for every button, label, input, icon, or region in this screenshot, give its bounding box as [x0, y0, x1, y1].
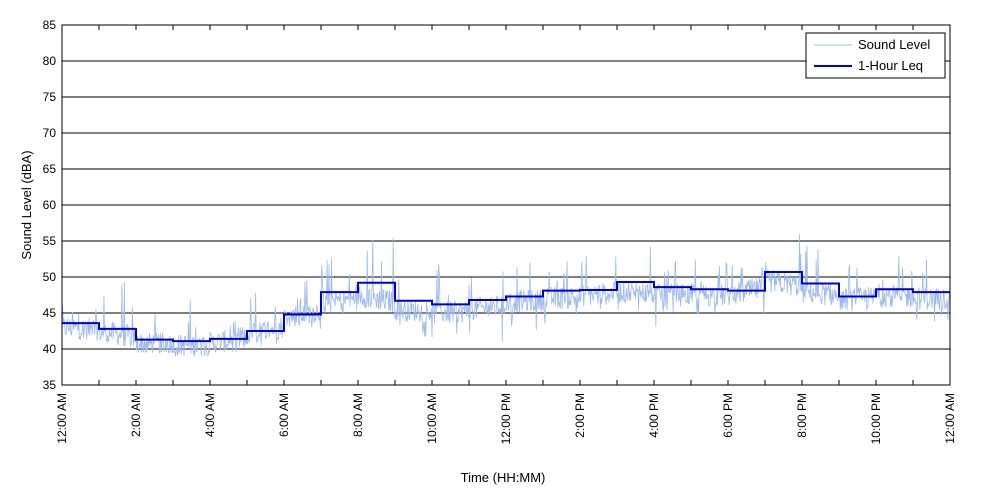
gridlines [62, 60, 950, 350]
leq-step-line [62, 270, 950, 343]
sound-level-series [61, 234, 951, 357]
x-tick-label: 12:00 AM [55, 393, 69, 444]
x-tick-label: 12:00 AM [943, 393, 957, 444]
x-axis-title: Time (HH:MM) [461, 470, 546, 485]
leq-series [62, 270, 950, 343]
x-tick-label: 6:00 AM [277, 393, 291, 437]
x-tick-label: 8:00 AM [351, 393, 365, 437]
legend: Sound Level 1-Hour Leq [805, 32, 946, 79]
legend-label-sound-level: Sound Level [858, 37, 930, 52]
sound-level-line [61, 234, 951, 357]
y-tick-label: 40 [43, 342, 57, 356]
y-tick-label: 45 [43, 306, 57, 320]
x-tick-label: 10:00 AM [425, 393, 439, 444]
y-tick-label: 50 [43, 270, 57, 284]
y-tick-label: 75 [43, 90, 57, 104]
y-tick-label: 60 [43, 198, 57, 212]
y-tick-label: 70 [43, 126, 57, 140]
x-tick-label: 4:00 PM [647, 393, 661, 438]
x-tick-label: 2:00 AM [129, 393, 143, 437]
x-tick-label: 2:00 PM [573, 393, 587, 438]
y-tick-label: 65 [43, 162, 57, 176]
x-tick-label: 6:00 PM [721, 393, 735, 438]
legend-label-leq: 1-Hour Leq [858, 58, 923, 73]
x-tick-label: 10:00 PM [869, 393, 883, 444]
x-axis: 12:00 AM 2:00 AM 4:00 AM 6:00 AM 8:00 AM 10:0… [55, 393, 957, 444]
legend-box [805, 32, 946, 79]
y-axis: 35 40 45 50 55 60 65 70 75 80 85 [43, 18, 951, 392]
y-tick-label: 80 [43, 54, 57, 68]
x-tick-label: 12:00 PM [499, 393, 513, 444]
x-tick-label: 8:00 PM [795, 393, 809, 438]
y-tick-label: 35 [43, 378, 57, 392]
y-tick-label: 85 [43, 18, 57, 32]
y-tick-label: 55 [43, 234, 57, 248]
x-tick-label: 4:00 AM [203, 393, 217, 437]
y-axis-title: Sound Level (dBA) [19, 150, 34, 259]
